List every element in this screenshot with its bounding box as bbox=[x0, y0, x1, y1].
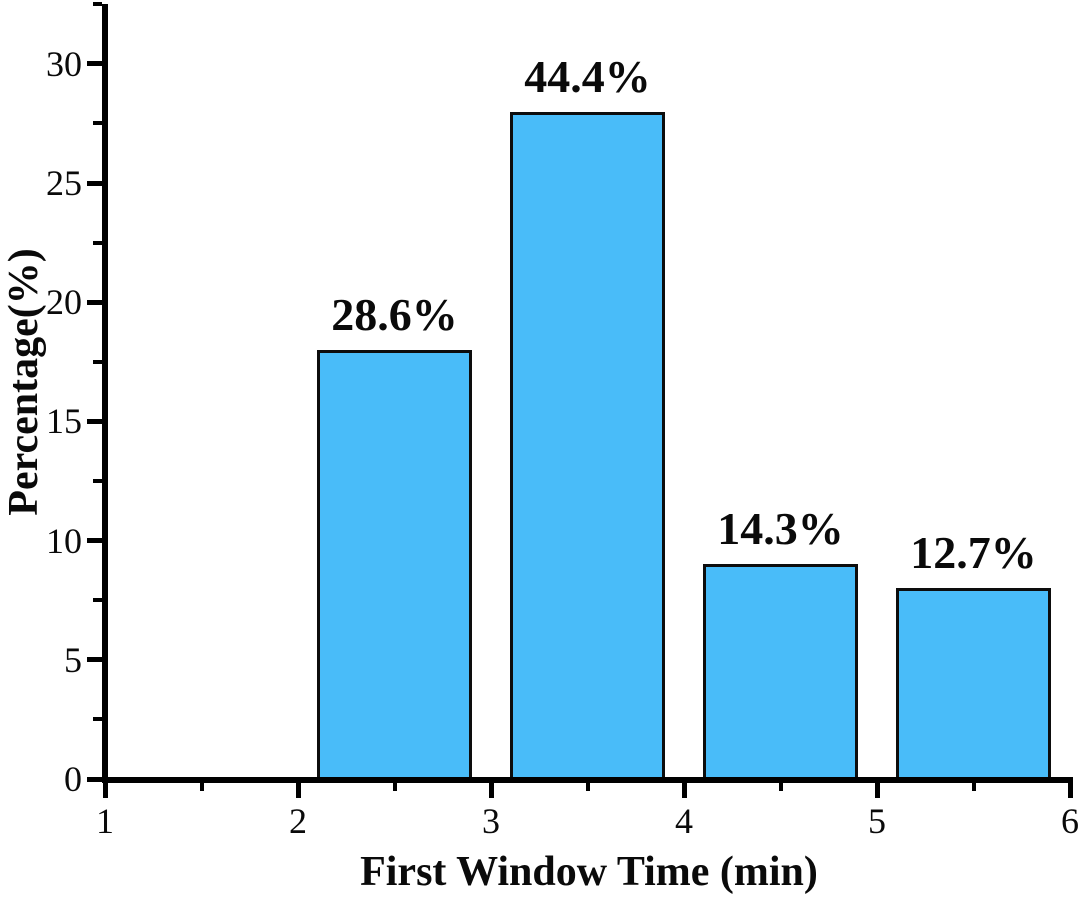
bar-value-label: 12.7% bbox=[910, 527, 1037, 579]
x-major-tick bbox=[874, 783, 880, 798]
y-major-tick bbox=[87, 180, 102, 186]
y-minor-tick bbox=[93, 359, 102, 364]
x-minor-tick bbox=[392, 783, 397, 791]
x-axis-title: First Window Time (min) bbox=[360, 849, 818, 895]
y-major-tick bbox=[87, 538, 102, 544]
x-axis-line bbox=[102, 777, 1073, 783]
x-minor-tick bbox=[199, 783, 204, 791]
y-tick-label: 30 bbox=[46, 43, 82, 84]
y-tick-label: 5 bbox=[64, 639, 82, 680]
x-minor-tick bbox=[585, 783, 590, 791]
y-tick-label: 25 bbox=[46, 163, 82, 203]
y-minor-tick bbox=[93, 121, 102, 126]
y-tick-label: 10 bbox=[46, 520, 82, 561]
x-tick-label: 3 bbox=[482, 801, 500, 841]
y-minor-tick bbox=[93, 717, 102, 722]
x-minor-tick bbox=[971, 783, 976, 791]
y-tick-label: 0 bbox=[64, 759, 82, 799]
x-major-tick bbox=[488, 783, 494, 798]
y-axis-line bbox=[102, 4, 108, 783]
bar-value-label: 44.4% bbox=[524, 50, 651, 102]
x-major-tick bbox=[295, 783, 301, 798]
x-major-tick bbox=[681, 783, 687, 798]
bar bbox=[510, 111, 665, 781]
y-major-tick bbox=[87, 299, 102, 305]
bar bbox=[896, 588, 1051, 781]
y-tick-label: 15 bbox=[46, 401, 82, 442]
x-minor-tick bbox=[778, 783, 783, 791]
bar-value-label: 14.3% bbox=[717, 503, 844, 555]
y-major-tick bbox=[87, 657, 102, 663]
x-tick-label: 2 bbox=[289, 801, 307, 841]
bar bbox=[317, 349, 472, 781]
y-major-tick bbox=[87, 418, 102, 424]
x-tick-label: 5 bbox=[868, 801, 886, 841]
y-minor-tick bbox=[93, 598, 102, 603]
x-major-tick bbox=[102, 783, 108, 798]
y-minor-tick bbox=[93, 479, 102, 483]
x-tick-label: 1 bbox=[96, 801, 114, 841]
x-tick-label: 4 bbox=[675, 801, 693, 841]
y-minor-tick bbox=[93, 240, 102, 245]
y-axis-title: Percentage(%) bbox=[1, 248, 47, 516]
y-major-tick bbox=[87, 776, 102, 782]
y-tick-label: 20 bbox=[46, 282, 82, 323]
y-minor-tick bbox=[93, 2, 102, 7]
bar-value-label: 28.6% bbox=[331, 288, 458, 340]
y-major-tick bbox=[87, 61, 102, 67]
bar bbox=[703, 564, 858, 781]
x-tick-label: 6 bbox=[1061, 801, 1079, 841]
x-major-tick bbox=[1067, 783, 1073, 798]
